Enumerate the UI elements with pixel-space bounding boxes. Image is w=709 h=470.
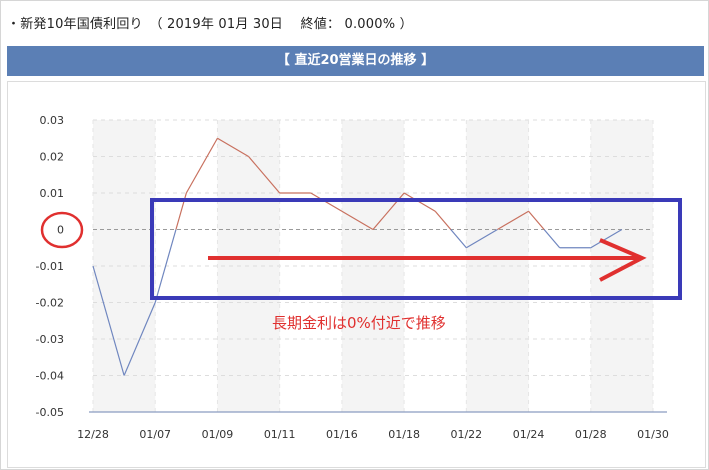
series-segment (310, 192, 343, 212)
x-tick-label: 12/28 (77, 428, 109, 441)
series-segment (92, 265, 125, 376)
x-tick-label: 01/30 (637, 428, 669, 441)
series-segment (590, 228, 623, 249)
series-segment (497, 210, 529, 231)
series-segment (466, 228, 498, 249)
series-segment (217, 137, 249, 158)
y-tick-label: 0.03 (40, 114, 65, 127)
series-segment (341, 210, 374, 231)
series-segment (248, 156, 281, 194)
x-tick-label: 01/22 (450, 428, 482, 441)
series-segment (403, 192, 436, 212)
y-tick-label: 0.01 (40, 187, 65, 200)
x-tick-label: 01/24 (513, 428, 545, 441)
annotation-note: 長期金利は0%付近で推移 (272, 314, 446, 332)
trend-arrow-head (599, 238, 647, 282)
chart-title-bar: 【 直近20営業日の推移 】 (7, 46, 704, 76)
series-segment (543, 229, 561, 249)
y-tick-label: 0 (57, 224, 64, 237)
series-segment (450, 229, 467, 249)
page-title: ・新発10年国債利回り （ 2019年 01月 30日 終値： 0.000% ） (7, 17, 413, 32)
y-tick-label: -0.05 (36, 406, 64, 419)
y-tick-label: 0.02 (40, 151, 65, 164)
zero-highlight-circle (40, 211, 84, 249)
series-segment (185, 137, 218, 194)
series-segment (434, 210, 452, 230)
x-tick-label: 01/18 (388, 428, 420, 441)
y-tick-label: -0.04 (36, 370, 64, 383)
series-segment (123, 302, 156, 376)
x-tick-label: 01/09 (202, 428, 234, 441)
series-segment (528, 210, 545, 230)
y-tick-label: -0.02 (36, 297, 64, 310)
series-segment (154, 229, 177, 303)
y-tick-label: -0.01 (36, 260, 64, 273)
y-tick-label: -0.03 (36, 333, 64, 346)
highlight-box (150, 198, 682, 300)
x-tick-label: 01/07 (139, 428, 171, 441)
x-tick-label: 01/28 (575, 428, 607, 441)
x-tick-label: 01/11 (264, 428, 296, 441)
x-tick-label: 01/16 (326, 428, 358, 441)
